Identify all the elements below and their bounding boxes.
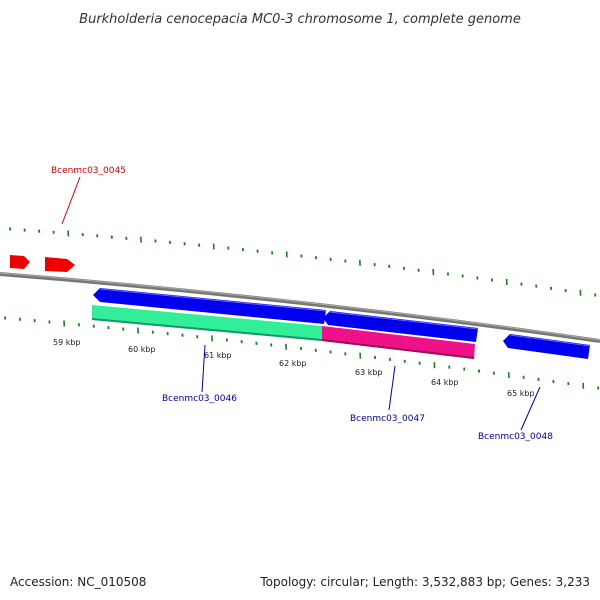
gene-arrow-highlight (99, 288, 591, 347)
gene-arrow-blue-0046[interactable] (93, 288, 326, 324)
feature-bar-cyan[interactable] (92, 305, 322, 341)
gene-label-0047[interactable]: Bcenmc03_0047 (350, 414, 425, 424)
tick-label: 59 kbp (53, 338, 81, 347)
tick-label: 64 kbp (431, 378, 459, 387)
map-title: Burkholderia cenocepacia MC0-3 chromosom… (79, 12, 521, 27)
tick-labels: 59 kbp 60 kbp 61 kbp 62 kbp 63 kbp 64 kb… (53, 338, 535, 398)
tick-label: 63 kbp (355, 368, 383, 377)
outer-tick-row (9, 227, 597, 297)
tick-label: 62 kbp (279, 359, 307, 368)
inner-tick-row (4, 316, 600, 390)
topology-summary: Topology: circular; Length: 3,532,883 bp… (259, 575, 590, 589)
gene-arrow-blue-0047[interactable] (323, 311, 478, 342)
genome-backbone-highlight (0, 272, 600, 341)
gene-label-0048[interactable]: Bcenmc03_0048 (478, 432, 553, 442)
feature-bar-pink-shadow (321, 339, 475, 359)
leader-line-0045 (61, 176, 81, 225)
leader-line-0046 (201, 344, 206, 393)
tick-label: 60 kbp (128, 345, 156, 354)
leader-line-0048 (520, 386, 541, 431)
tick-label: 65 kbp (507, 389, 535, 398)
gene-label-0045[interactable]: Bcenmc03_0045 (51, 166, 126, 176)
accession-text: Accession: NC_010508 (10, 575, 146, 589)
leader-line-0047 (388, 365, 396, 411)
gene-arrow-blue-0048[interactable] (503, 334, 590, 359)
feature-bar-cyan-shadow (91, 318, 323, 341)
gene-arrow-red-2[interactable] (45, 257, 75, 272)
gene-label-0046[interactable]: Bcenmc03_0046 (162, 394, 237, 404)
tick-label: 61 kbp (204, 351, 232, 360)
feature-bar-pink[interactable] (322, 326, 475, 359)
genome-backbone (0, 272, 600, 343)
gene-arrow-red-1[interactable] (10, 255, 30, 269)
